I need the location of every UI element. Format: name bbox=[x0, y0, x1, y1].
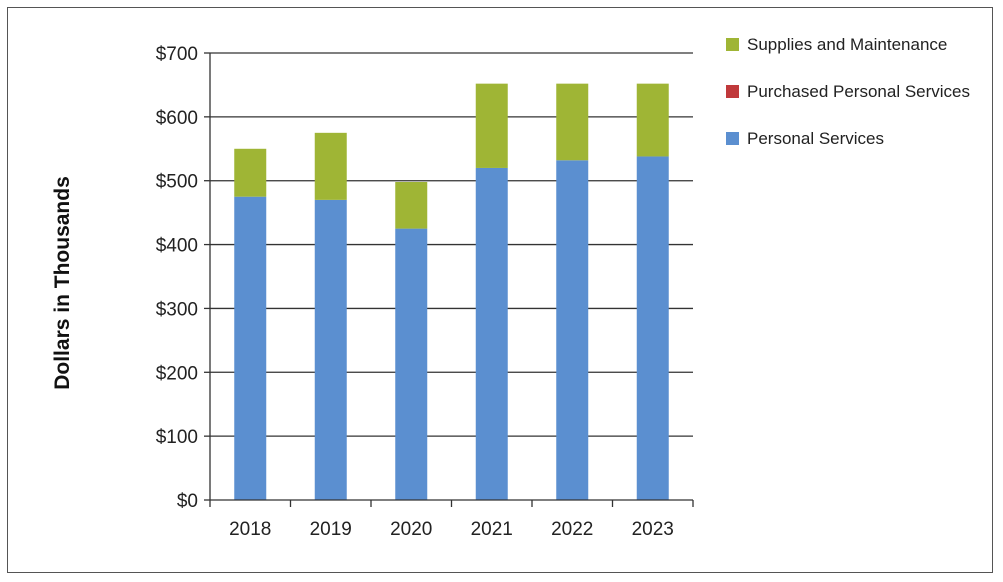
legend-label: Supplies and Maintenance bbox=[747, 35, 947, 54]
bar-segment bbox=[234, 148, 267, 197]
legend-swatch bbox=[726, 38, 739, 51]
bar-segment bbox=[314, 199, 347, 500]
grid-lines bbox=[204, 52, 693, 501]
bar-segment bbox=[556, 160, 589, 500]
legend-swatch bbox=[726, 85, 739, 98]
y-axis-label: Dollars in Thousands bbox=[51, 176, 74, 390]
axes bbox=[209, 53, 694, 507]
bar-segment bbox=[636, 83, 669, 157]
y-tick-label: $600 bbox=[156, 108, 198, 129]
legend: Supplies and Maintenance Purchased Person… bbox=[726, 35, 970, 148]
x-tick-label: 2023 bbox=[632, 519, 674, 540]
y-tick-label: $0 bbox=[177, 491, 198, 512]
bar-segment bbox=[475, 167, 508, 500]
x-tick-label: 2021 bbox=[471, 519, 513, 540]
x-tick-label: 2022 bbox=[551, 519, 593, 540]
bar-segment bbox=[475, 83, 508, 168]
legend-swatch bbox=[726, 132, 739, 145]
chart-frame: $0 $100 $200 $300 $400 $500 $600 $700 2018 2019 2… bbox=[7, 7, 993, 573]
y-tick-label: $300 bbox=[156, 299, 198, 320]
bar-segment bbox=[395, 228, 428, 500]
bar-segment bbox=[556, 83, 589, 161]
bar-segment bbox=[395, 181, 428, 229]
bar-segment bbox=[234, 196, 267, 500]
x-tick-label: 2018 bbox=[229, 519, 271, 540]
y-tick-label: $400 bbox=[156, 236, 198, 257]
bars bbox=[234, 83, 669, 500]
x-tick-label: 2019 bbox=[310, 519, 352, 540]
y-tick-label: $500 bbox=[156, 172, 198, 193]
y-tick-label: $200 bbox=[156, 363, 198, 384]
x-tick-labels: 2018 2019 2020 2021 2022 2023 bbox=[229, 519, 674, 540]
y-tick-labels: $0 $100 $200 $300 $400 $500 $600 $700 bbox=[156, 44, 198, 512]
x-tick-label: 2020 bbox=[390, 519, 432, 540]
legend-label: Purchased Personal Services bbox=[747, 82, 970, 101]
y-tick-label: $700 bbox=[156, 44, 198, 65]
y-tick-label: $100 bbox=[156, 427, 198, 448]
bar-segment bbox=[636, 156, 669, 500]
chart: $0$100$200$300$400$500$600$700 2018 2019 2… bbox=[51, 35, 970, 540]
legend-label: Personal Services bbox=[747, 129, 884, 148]
bar-segment bbox=[314, 132, 347, 200]
